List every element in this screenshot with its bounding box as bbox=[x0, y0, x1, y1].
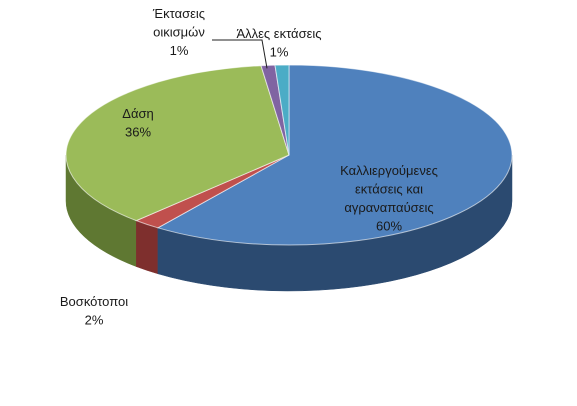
data-label-καλλιεργούμενες-εκτάσεις-και-αγραναπαύσεις: Καλλιεργούμενες εκτάσεις και αγραναπαύσεις… bbox=[340, 163, 438, 234]
pie-slices bbox=[65, 64, 513, 246]
slice-άλλες-εκτάσεις bbox=[274, 64, 290, 156]
leader-line-έκτασεις-οικισμών bbox=[212, 39, 268, 69]
data-label-έκτασεις-οικισμών: Έκτασεις οικισμών 1% bbox=[152, 6, 205, 58]
slice-side-βοσκότοποι bbox=[136, 220, 159, 275]
data-label-δάση: Δάση 36% bbox=[122, 106, 153, 140]
data-labels: Καλλιεργούμενες εκτάσεις και αγραναπαύσεις… bbox=[60, 6, 438, 328]
leader-lines bbox=[212, 39, 268, 69]
slice-δάση bbox=[65, 65, 290, 222]
data-label-άλλες-εκτάσεις: Άλλες εκτάσεις 1% bbox=[236, 26, 321, 60]
data-label-βοσκότοποι: Βοσκότοποι 2% bbox=[60, 294, 128, 328]
slice-καλλιεργούμενες-εκτάσεις-και-αγραναπαύσεις bbox=[156, 64, 513, 246]
